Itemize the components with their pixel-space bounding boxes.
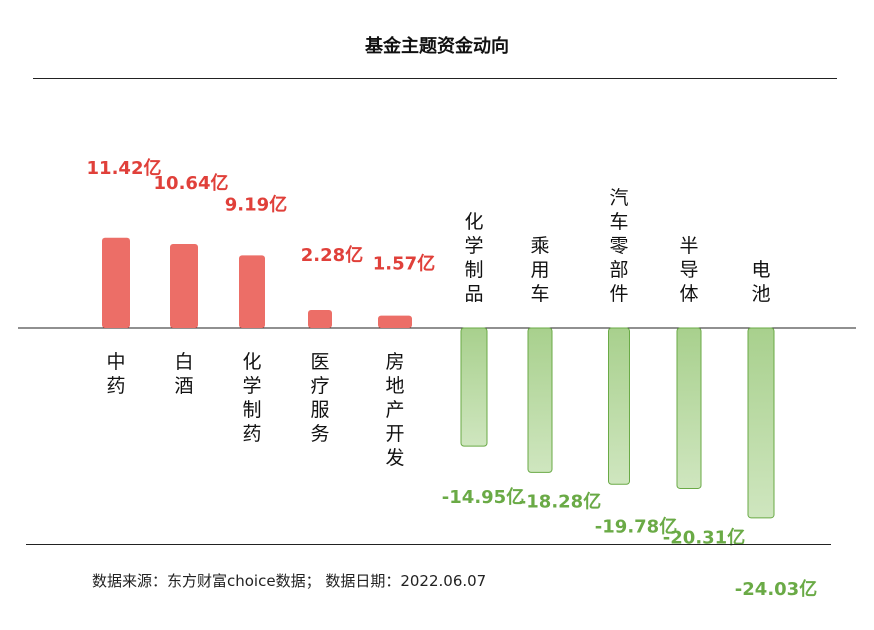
data-label-9: -20.31亿 (663, 526, 745, 548)
category-label-2: 白酒 (174, 351, 193, 397)
category-label-6: 化学制品 (464, 211, 483, 305)
category-label-5: 房地产开发 (385, 351, 404, 469)
top-divider (33, 78, 837, 79)
category-label-9: 半导体 (679, 235, 698, 305)
bottom-divider (26, 544, 831, 545)
bar-8 (608, 327, 630, 485)
bar-5 (378, 315, 412, 328)
bar-7 (527, 327, 553, 473)
bar-3 (239, 255, 265, 328)
data-label-4: 2.28亿 (301, 244, 363, 266)
category-label-3: 化学制药 (242, 351, 261, 445)
data-label-2: 10.64亿 (154, 172, 229, 194)
category-label-7: 乘用车 (530, 235, 549, 305)
data-label-6: -14.95亿 (442, 486, 524, 508)
bar-6 (460, 327, 488, 447)
category-label-10: 电池 (751, 259, 770, 305)
data-label-5: 1.57亿 (373, 253, 435, 275)
data-label-3: 9.19亿 (225, 193, 287, 215)
bar-10 (747, 327, 775, 519)
source-footnote: 数据来源：东方财富choice数据； 数据日期：2022.06.07 (92, 572, 487, 590)
category-label-4: 医疗服务 (310, 351, 329, 445)
data-label-7: -18.28亿 (519, 490, 601, 512)
bar-9 (676, 327, 702, 489)
data-label-8: -19.78亿 (595, 515, 677, 537)
category-label-8: 汽车零部件 (609, 187, 628, 305)
bar-2 (170, 243, 198, 328)
chart-title: 基金主题资金动向 (365, 36, 509, 57)
data-label-1: 11.42亿 (87, 157, 162, 179)
bar-4 (308, 309, 332, 328)
category-label-1: 中药 (106, 351, 125, 397)
data-label-10: -24.03亿 (735, 578, 817, 600)
bar-1 (102, 237, 130, 328)
